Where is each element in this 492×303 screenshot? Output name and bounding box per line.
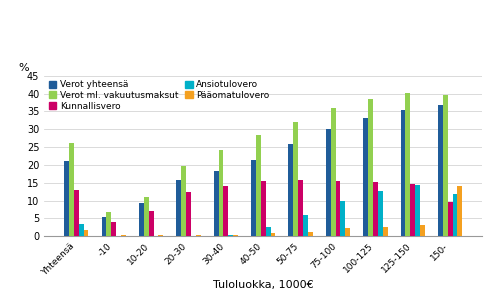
- Bar: [261, 181, 266, 236]
- Bar: [144, 197, 149, 236]
- Bar: [251, 160, 256, 236]
- Bar: [298, 180, 303, 236]
- Bar: [415, 185, 420, 236]
- Bar: [288, 144, 293, 236]
- Bar: [405, 92, 410, 236]
- Text: %: %: [18, 62, 29, 72]
- Bar: [266, 227, 271, 236]
- Bar: [368, 98, 373, 236]
- Bar: [158, 235, 163, 236]
- Bar: [400, 110, 405, 236]
- Bar: [186, 192, 191, 236]
- Bar: [139, 203, 144, 236]
- Bar: [214, 171, 218, 236]
- Bar: [373, 182, 378, 236]
- Bar: [410, 184, 415, 236]
- Bar: [196, 235, 201, 236]
- Bar: [218, 150, 223, 236]
- Bar: [233, 235, 238, 236]
- Bar: [181, 166, 186, 236]
- Legend: Verot yhteensä, Verot ml. vakuutusmaksut, Kunnallisvero, Ansiotulovero, Pääomatu: Verot yhteensä, Verot ml. vakuutusmaksut…: [49, 80, 270, 111]
- Bar: [228, 235, 233, 236]
- Bar: [121, 235, 126, 236]
- Bar: [106, 212, 111, 236]
- Bar: [345, 228, 350, 236]
- Bar: [84, 230, 89, 236]
- Bar: [303, 215, 308, 236]
- Bar: [453, 194, 458, 236]
- Bar: [69, 143, 74, 236]
- Bar: [378, 191, 383, 236]
- Bar: [326, 128, 331, 236]
- Bar: [443, 95, 448, 236]
- Bar: [383, 228, 388, 236]
- Bar: [458, 186, 462, 236]
- Bar: [74, 190, 79, 236]
- Bar: [64, 161, 69, 236]
- Bar: [336, 181, 340, 236]
- Bar: [256, 135, 261, 236]
- Bar: [79, 224, 84, 236]
- Bar: [101, 217, 106, 236]
- Bar: [448, 202, 453, 236]
- Bar: [438, 105, 443, 236]
- Bar: [293, 122, 298, 236]
- Bar: [340, 201, 345, 236]
- Bar: [271, 233, 276, 236]
- Bar: [149, 211, 154, 236]
- Bar: [331, 108, 336, 236]
- Bar: [363, 118, 368, 236]
- Bar: [111, 222, 116, 236]
- Bar: [420, 225, 425, 236]
- Bar: [223, 186, 228, 236]
- Bar: [308, 232, 313, 236]
- X-axis label: Tuloluokka, 1000€: Tuloluokka, 1000€: [213, 280, 313, 290]
- Bar: [176, 180, 181, 236]
